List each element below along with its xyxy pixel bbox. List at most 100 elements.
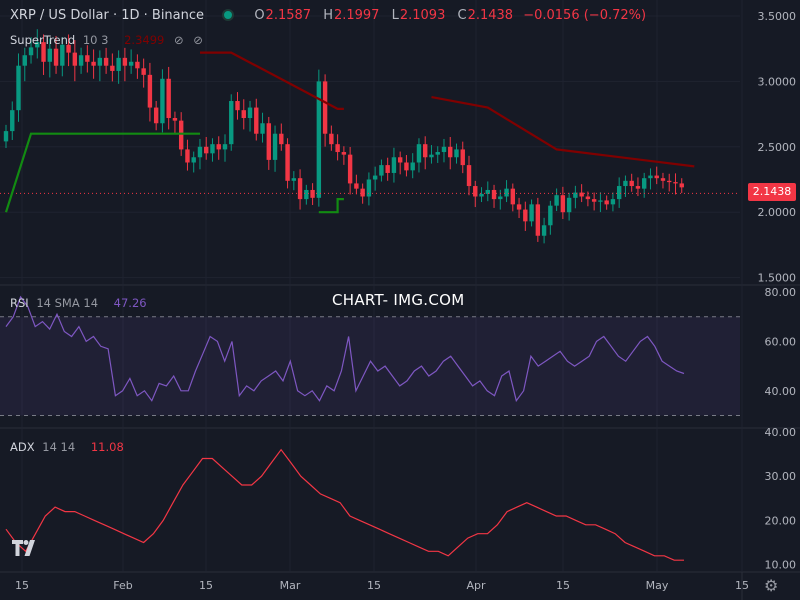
candle-body — [322, 81, 328, 134]
candle-body — [541, 225, 547, 236]
candle-body — [41, 42, 46, 62]
candle-body — [279, 133, 284, 145]
supertrend-name: SuperTrend — [10, 33, 76, 47]
tradingview-logo-icon[interactable] — [12, 540, 38, 560]
price-tick-label: 2.0000 — [758, 206, 797, 219]
supertrend-down-line — [200, 51, 344, 110]
candle-body — [141, 68, 146, 75]
hide-icon[interactable]: ⊘ — [174, 33, 184, 47]
candle-body — [347, 154, 353, 184]
settings-gear-icon[interactable]: ⚙ — [764, 576, 779, 595]
candle-body — [616, 186, 622, 200]
candle-body — [341, 152, 347, 155]
x-tick-label: Feb — [113, 579, 132, 592]
supertrend-legend[interactable]: SuperTrend 10 3 2.3499 ⊘ ⊘ — [10, 33, 203, 47]
candle-body — [16, 65, 21, 111]
x-tick-label: 15 — [15, 579, 29, 592]
candle-body — [491, 189, 497, 200]
rsi-name: RSI — [10, 296, 29, 310]
supertrend-params: 10 3 — [82, 33, 109, 47]
candle-body — [372, 175, 378, 180]
symbol-title[interactable]: XRP / US Dollar · 1D · Binance — [10, 8, 205, 23]
candle-body — [241, 110, 246, 119]
candle-body — [53, 48, 59, 66]
candle-body — [548, 205, 553, 226]
candle-body — [197, 146, 203, 158]
candle-body — [679, 183, 684, 188]
candle-body — [78, 55, 84, 66]
candle-body — [22, 55, 27, 66]
candle-body — [629, 180, 634, 187]
candle-body — [423, 144, 428, 158]
candle-body — [554, 195, 559, 206]
candle-body — [10, 110, 15, 132]
candle-body — [404, 162, 409, 171]
candle-body — [610, 199, 616, 205]
rsi-legend[interactable]: RSI 14 SMA 14 47.26 — [10, 296, 147, 310]
rsi-params: 14 SMA 14 — [36, 296, 99, 310]
candle-body — [110, 65, 115, 71]
candle-body — [47, 48, 52, 62]
candle-body — [166, 78, 171, 119]
candle-body — [247, 107, 253, 119]
last-price-label: 2.1438 — [748, 183, 796, 201]
x-tick-label: 15 — [556, 579, 570, 592]
candle-body — [147, 74, 153, 108]
candle-body — [479, 193, 484, 197]
candle-body — [441, 146, 447, 153]
supertrend-up-line — [4, 132, 200, 213]
adx-line — [5, 448, 684, 561]
candle-body — [222, 144, 228, 150]
candle-body — [28, 47, 34, 56]
price-tick-label: 3.0000 — [758, 75, 797, 88]
candle-body — [160, 78, 165, 124]
candle-body — [335, 144, 340, 153]
candle-body — [135, 61, 140, 69]
adx-name: ADX — [10, 440, 35, 454]
adx-value: 11.08 — [90, 440, 124, 454]
candle-body — [235, 101, 240, 111]
candle-body — [604, 200, 609, 205]
candle-body — [72, 52, 78, 66]
hide-icon-2[interactable]: ⊘ — [193, 33, 203, 47]
candle-body — [172, 118, 178, 121]
candle-body — [448, 146, 453, 158]
candle-body — [654, 175, 659, 179]
candle-body — [591, 199, 597, 202]
candle-body — [97, 57, 103, 66]
candle-body — [416, 144, 422, 163]
price-tick-label: 2.5000 — [758, 141, 797, 154]
low-value: 2.1093 — [399, 8, 446, 23]
candle-body — [660, 178, 666, 181]
x-tick-label: Apr — [466, 579, 486, 592]
x-tick-label: Mar — [280, 579, 301, 592]
candle-body — [91, 61, 96, 66]
candle-body — [429, 154, 434, 158]
candle-body — [35, 42, 40, 48]
rsi-line — [5, 295, 685, 403]
candle-body — [466, 165, 472, 187]
open-value: 2.1587 — [265, 8, 312, 23]
candle-body — [623, 180, 628, 187]
candle-body — [153, 107, 159, 124]
candle-body — [291, 178, 297, 181]
candle-body — [266, 123, 271, 160]
adx-tick-label: 30.00 — [765, 470, 797, 483]
rsi-band — [0, 316, 740, 416]
candle-body — [366, 179, 372, 197]
adx-legend[interactable]: ADX 14 14 11.08 — [10, 440, 124, 454]
candle-body — [648, 175, 653, 179]
candle-body — [360, 188, 365, 197]
candle-body — [185, 149, 190, 163]
candle-body — [385, 165, 390, 173]
candle-body — [498, 196, 503, 200]
candle-body — [216, 144, 221, 150]
candle-body — [454, 149, 459, 158]
adx-tick-label: 10.00 — [765, 559, 797, 572]
candle-body — [391, 157, 397, 173]
candle-body — [504, 188, 509, 197]
open-key: O — [254, 8, 265, 23]
candle-body — [66, 44, 71, 53]
close-key: C — [457, 8, 467, 23]
